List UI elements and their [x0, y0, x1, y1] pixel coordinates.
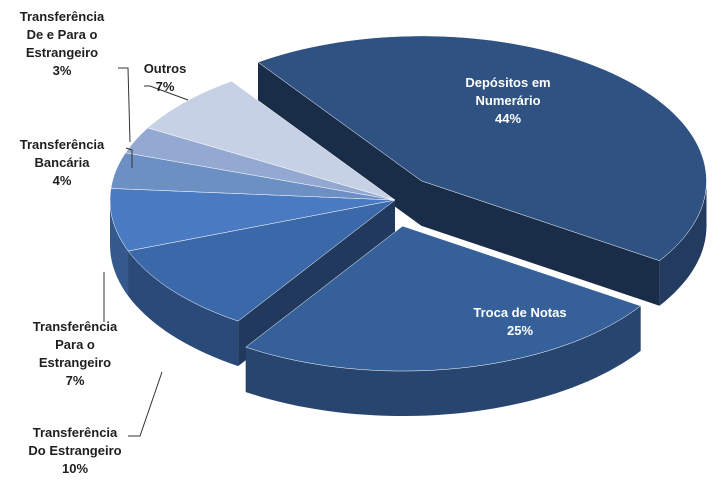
callout-value-label: 4%: [52, 173, 72, 188]
slice-side: [110, 200, 129, 296]
leader-line: [118, 67, 131, 143]
slice-label: Troca de Notas: [473, 305, 567, 320]
slice: [245, 225, 642, 372]
slice: [110, 152, 396, 201]
leader-line: [128, 371, 163, 437]
slice: [109, 188, 396, 252]
slice-side: [258, 62, 422, 226]
callout-label: Outros: [143, 61, 187, 76]
slice: [125, 127, 396, 201]
slice-side: [421, 180, 660, 306]
callout-value-label: 7%: [65, 373, 85, 388]
callout-value-label: 10%: [61, 461, 89, 476]
callout-label: Transferência De e Para o Estrangeiro: [19, 9, 105, 60]
leader-line: [144, 85, 189, 101]
slice-side: [245, 305, 641, 416]
callout-value-label: 3%: [52, 63, 72, 78]
slice-value-label: 25%: [506, 323, 534, 338]
slice: [127, 199, 396, 322]
callout-label: Transferência Do Estrangeiro: [28, 425, 122, 458]
callout-label: Transferência Bancária: [19, 137, 105, 170]
slice-label: Depósitos em Numerário: [465, 75, 551, 108]
slice: [257, 35, 707, 261]
leader-line: [125, 147, 133, 168]
slice-value-label: 44%: [494, 111, 522, 126]
slice-side: [659, 180, 707, 306]
slice-side: [128, 251, 239, 367]
callout-value-label: 7%: [155, 79, 175, 94]
callout-label: Transferência Para o Estrangeiro: [32, 319, 118, 370]
slice: [147, 80, 396, 201]
